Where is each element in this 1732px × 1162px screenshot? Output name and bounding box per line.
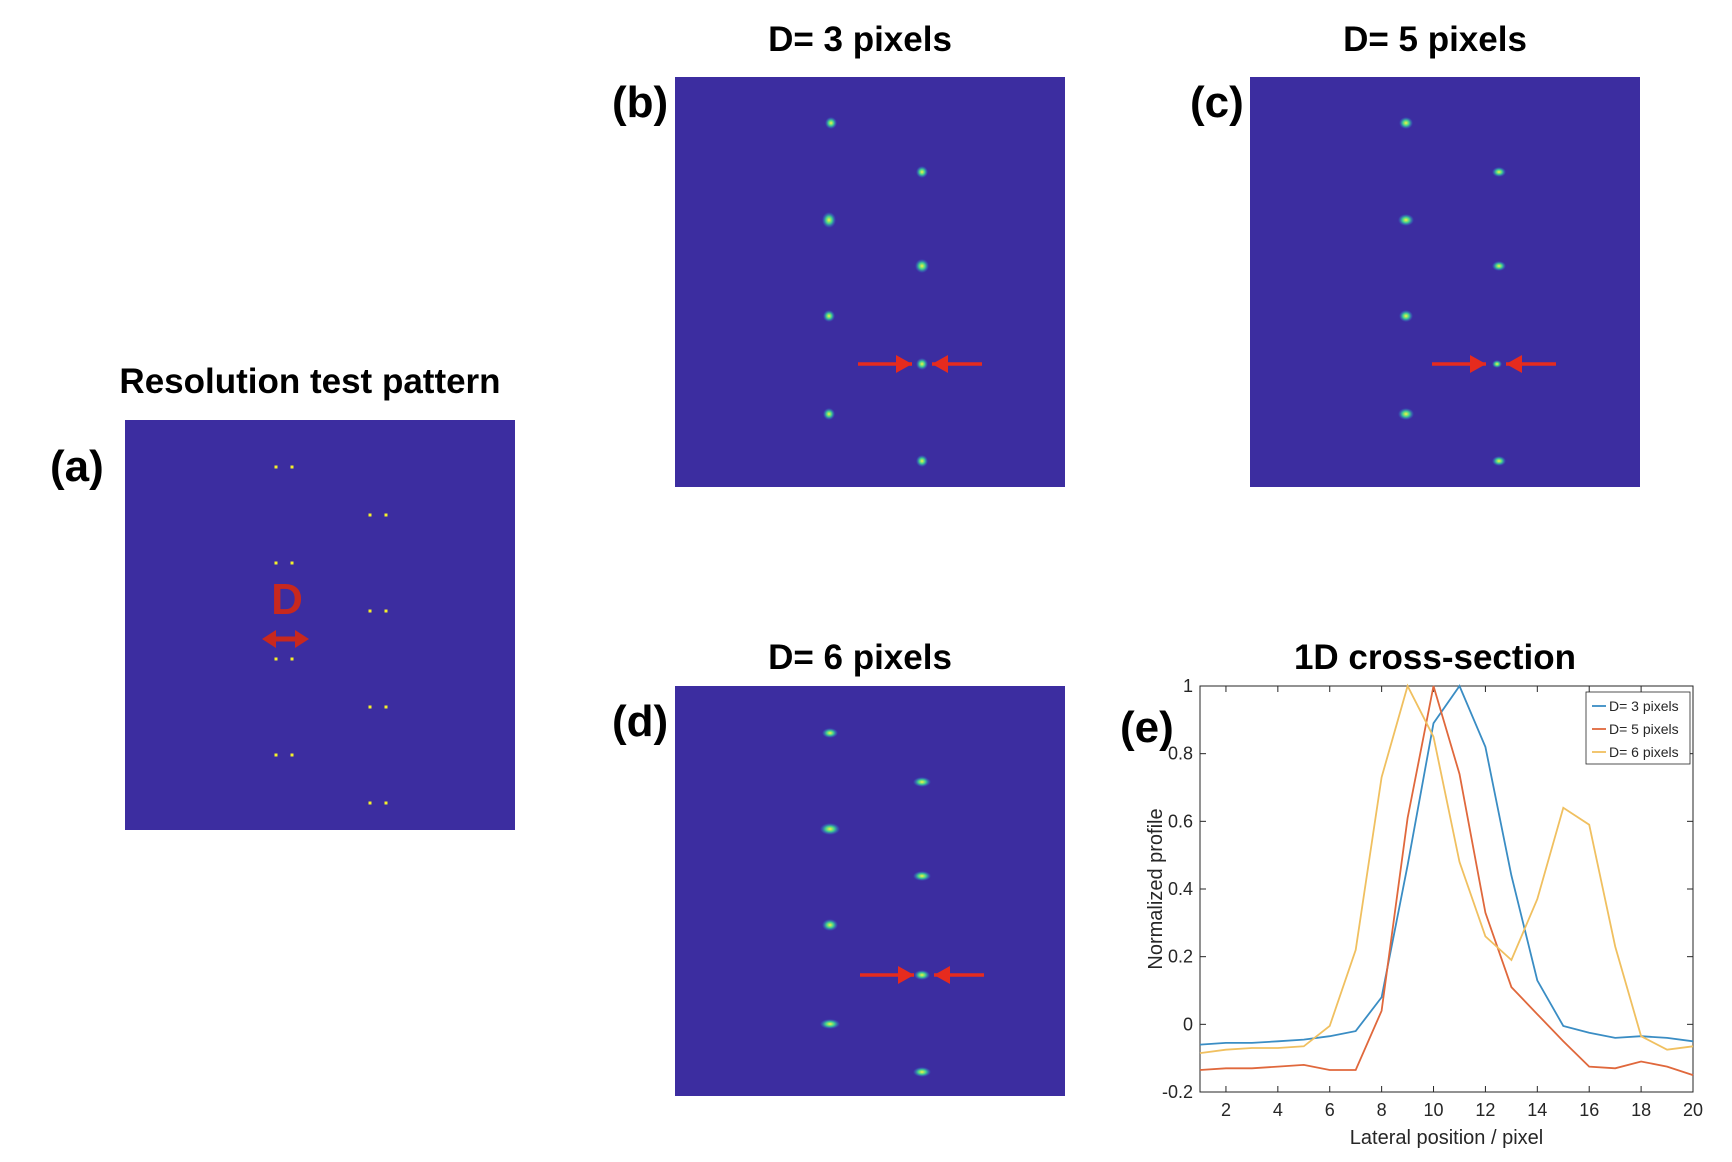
panel-e-label: (e) xyxy=(1120,703,1174,752)
pattern-dot xyxy=(290,561,294,565)
x-tick-label: 6 xyxy=(1325,1100,1335,1120)
y-tick-label: 0 xyxy=(1183,1014,1193,1034)
pattern-dot xyxy=(368,801,372,805)
pattern-dot xyxy=(384,609,388,613)
legend-entry: D= 6 pixels xyxy=(1609,744,1679,760)
y-tick-label: -0.2 xyxy=(1162,1082,1193,1102)
x-tick-label: 2 xyxy=(1221,1100,1231,1120)
panel-a-image xyxy=(125,420,515,830)
panel-b-label: (b) xyxy=(612,78,669,127)
x-tick-label: 18 xyxy=(1631,1100,1651,1120)
legend-entry: D= 5 pixels xyxy=(1609,721,1679,737)
panel-b-spot xyxy=(825,117,837,129)
panel-d-spot xyxy=(822,728,838,738)
panel-d-title: D= 6 pixels xyxy=(768,638,952,677)
pattern-dot xyxy=(290,657,294,661)
panel-d-spot xyxy=(913,777,931,787)
panel-c-spot xyxy=(1492,167,1506,177)
panel-d-label: (d) xyxy=(612,697,669,746)
y-tick-label: 0.8 xyxy=(1168,744,1193,764)
x-tick-label: 14 xyxy=(1527,1100,1547,1120)
pattern-dot xyxy=(274,753,278,757)
panel-b-spot xyxy=(916,358,928,370)
panel-b-spot xyxy=(915,259,929,273)
panel-b-spot xyxy=(823,408,835,420)
pattern-dot xyxy=(274,465,278,469)
pattern-dot xyxy=(384,801,388,805)
y-tick-label: 1 xyxy=(1183,676,1193,696)
panel-c-spot xyxy=(1399,117,1413,129)
panel-c-spot xyxy=(1492,261,1506,271)
panel-d-spot xyxy=(914,970,930,980)
panel-d-spot xyxy=(913,1067,931,1077)
panel-c-spot xyxy=(1398,408,1414,420)
x-tick-label: 16 xyxy=(1579,1100,1599,1120)
panel-d-image xyxy=(675,686,1065,1096)
pattern-dot xyxy=(290,465,294,469)
pattern-dot xyxy=(290,753,294,757)
panel-c-spot xyxy=(1398,214,1414,226)
pattern-dot xyxy=(384,513,388,517)
panel-c-image xyxy=(1250,77,1640,487)
panel-b-spot xyxy=(822,212,836,228)
panel-b-title: D= 3 pixels xyxy=(768,20,952,59)
x-tick-label: 20 xyxy=(1683,1100,1703,1120)
series-line-2 xyxy=(1199,685,1694,1076)
y-axis-label: Normalized profile xyxy=(1145,808,1167,969)
y-tick-label: 0.6 xyxy=(1168,811,1193,831)
red-arrow-head xyxy=(1470,355,1486,373)
red-arrow-head xyxy=(934,966,950,984)
pattern-dot xyxy=(368,609,372,613)
pattern-dot xyxy=(368,705,372,709)
x-tick-label: 10 xyxy=(1424,1100,1444,1120)
red-arrow-head xyxy=(898,966,914,984)
red-arrow-head xyxy=(896,355,912,373)
series-line-1 xyxy=(1199,684,1694,1046)
panel-b-spot xyxy=(823,310,835,322)
panel-c-title: D= 5 pixels xyxy=(1343,20,1527,59)
panel-d-spot xyxy=(820,823,840,835)
panel-c-spot xyxy=(1492,360,1502,368)
pattern-dot xyxy=(384,705,388,709)
panel-a-label: (a) xyxy=(50,442,104,491)
panel-b-spot xyxy=(916,166,928,178)
x-tick-label: 4 xyxy=(1273,1100,1283,1120)
panel-b-image xyxy=(675,77,1065,487)
x-tick-label: 12 xyxy=(1475,1100,1495,1120)
x-tick-label: 8 xyxy=(1377,1100,1387,1120)
panel-d-spot xyxy=(822,919,838,931)
y-tick-label: 0.2 xyxy=(1168,947,1193,967)
panel-d-spot xyxy=(913,871,931,881)
red-arrow-head xyxy=(932,355,948,373)
x-axis-label: Lateral position / pixel xyxy=(1350,1127,1543,1149)
panel-c-spot xyxy=(1492,456,1506,466)
pattern-dot xyxy=(368,513,372,517)
panel-c-spot xyxy=(1399,310,1413,322)
d-double-arrow xyxy=(262,630,309,648)
pattern-dot xyxy=(274,561,278,565)
panel-b-spot xyxy=(916,455,928,467)
panel-d-spot xyxy=(820,1019,840,1029)
pattern-dot xyxy=(274,657,278,661)
legend-entry: D= 3 pixels xyxy=(1609,698,1679,714)
series-line-3 xyxy=(1199,683,1694,1054)
red-arrow-head xyxy=(1506,355,1522,373)
panel-e-title: 1D cross-section xyxy=(1293,638,1577,677)
panel-c-label: (c) xyxy=(1190,78,1244,127)
d-marker-label: D xyxy=(271,575,303,624)
y-tick-label: 0.4 xyxy=(1168,879,1193,899)
panel-a-title: Resolution test pattern xyxy=(119,362,501,401)
